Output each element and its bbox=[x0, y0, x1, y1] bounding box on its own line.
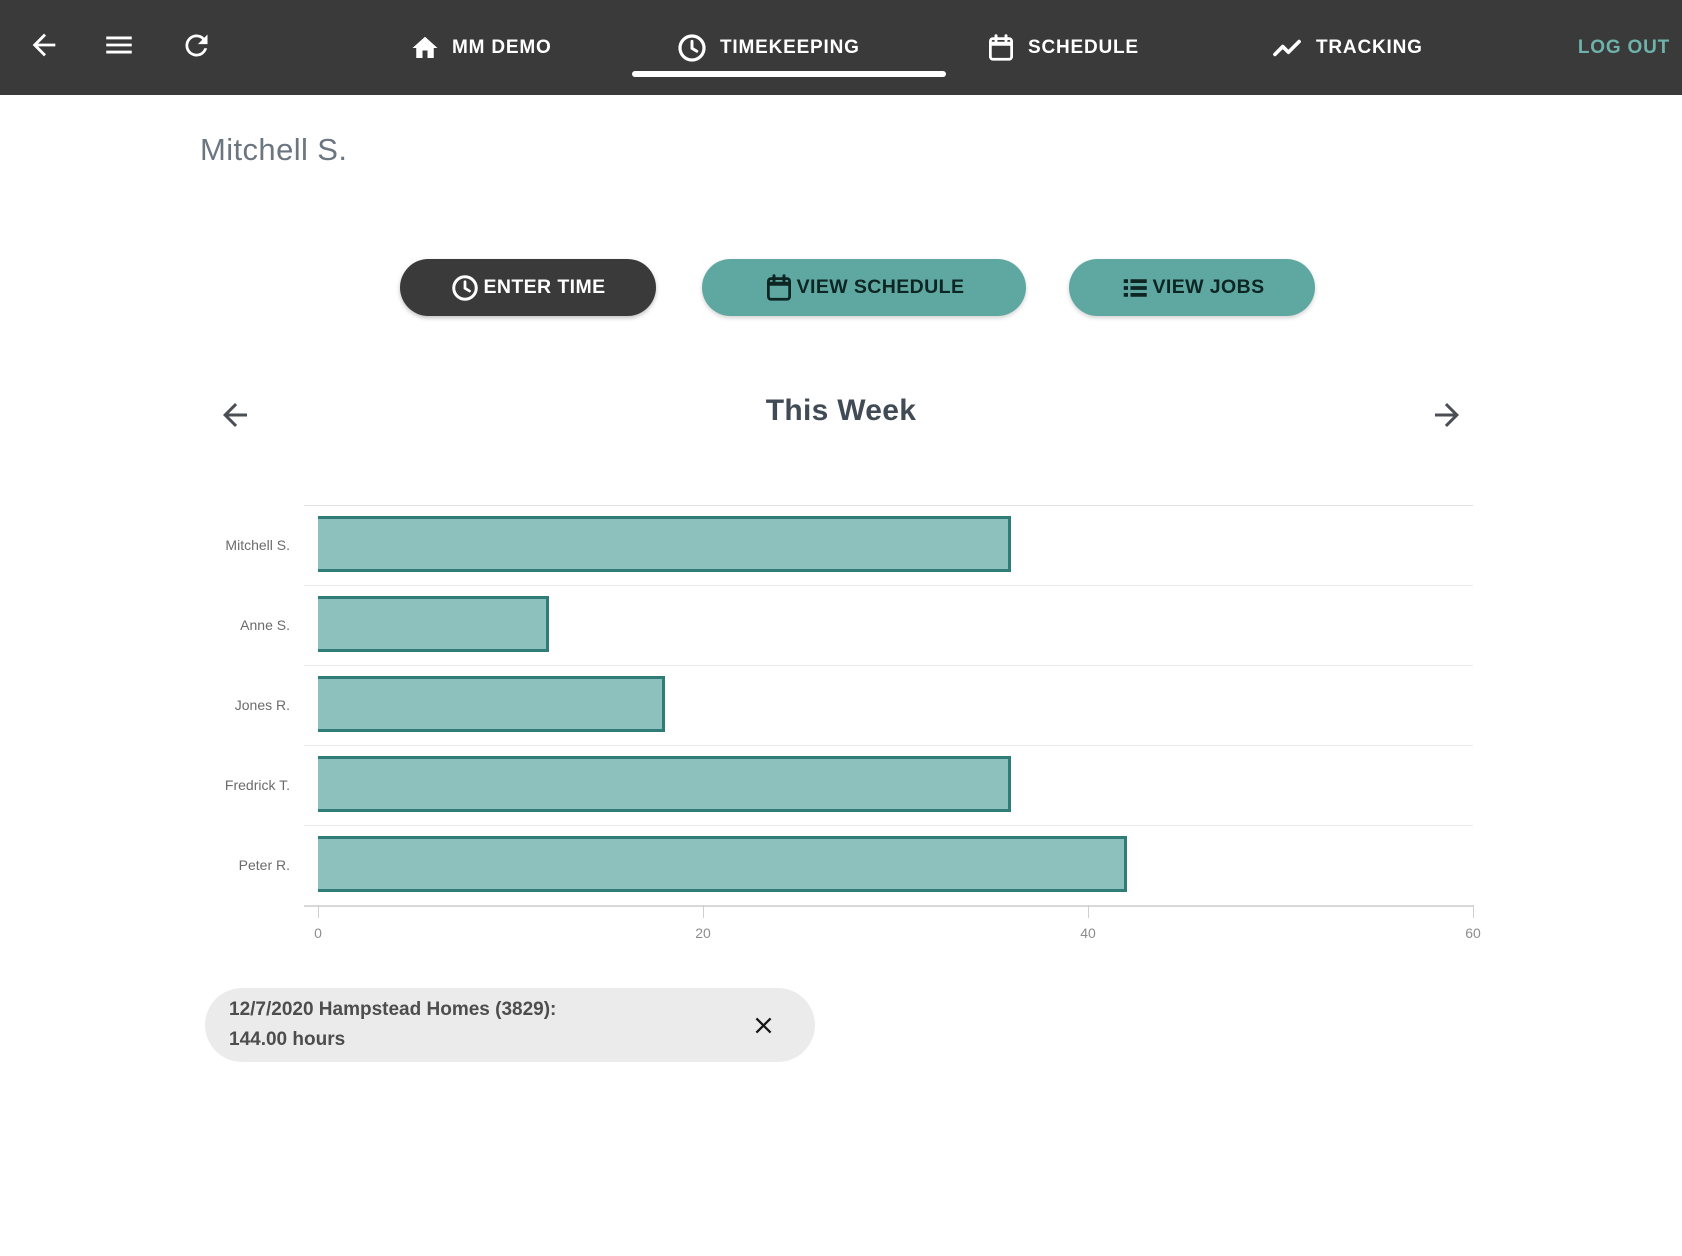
logout-button[interactable]: LOG OUT bbox=[1578, 0, 1670, 95]
nav-item-schedule[interactable]: SCHEDULE bbox=[986, 0, 1139, 95]
calendar-icon bbox=[764, 273, 794, 303]
refresh-button[interactable] bbox=[177, 26, 215, 64]
list-icon bbox=[1120, 273, 1150, 303]
previous-week-button[interactable] bbox=[216, 396, 254, 434]
gridline bbox=[304, 665, 1473, 666]
gridline bbox=[304, 745, 1473, 746]
right-arrow-icon bbox=[1429, 397, 1465, 433]
y-axis-label: Fredrick T. bbox=[224, 777, 290, 793]
x-axis-tick bbox=[318, 905, 319, 918]
left-arrow-icon bbox=[217, 397, 253, 433]
hours-bar-chart: Mitchell S. Anne S. Jones R. Fredrick T. Pet… bbox=[225, 505, 1481, 941]
job-hours-snackbar: 12/7/2020 Hampstead Homes (3829): 144.00… bbox=[205, 988, 815, 1062]
x-axis-tick-label: 0 bbox=[314, 925, 322, 941]
snackbar-close-button[interactable] bbox=[750, 1012, 777, 1039]
close-icon bbox=[750, 1012, 777, 1039]
back-button[interactable] bbox=[25, 26, 63, 64]
refresh-icon bbox=[180, 29, 213, 62]
button-label: ENTER TIME bbox=[483, 276, 606, 298]
enter-time-button[interactable]: ENTER TIME bbox=[400, 259, 656, 316]
menu-button[interactable] bbox=[100, 26, 138, 64]
gridline bbox=[304, 585, 1473, 586]
top-navbar: MM DEMO TIMEKEEPING SCHEDULE TRACKING LO… bbox=[0, 0, 1682, 95]
trending-icon bbox=[1270, 31, 1304, 65]
gridline bbox=[304, 505, 1473, 506]
y-axis-label: Mitchell S. bbox=[225, 537, 290, 553]
bar-fredrick-t[interactable] bbox=[318, 756, 1011, 812]
bar-mitchell-s[interactable] bbox=[318, 516, 1011, 572]
nav-item-tracking[interactable]: TRACKING bbox=[1270, 0, 1423, 95]
bar-peter-r[interactable] bbox=[318, 836, 1127, 892]
hamburger-icon bbox=[102, 28, 136, 62]
button-label: VIEW SCHEDULE bbox=[796, 276, 965, 298]
calendar-icon bbox=[986, 33, 1016, 63]
nav-label: TRACKING bbox=[1316, 36, 1423, 58]
gridline bbox=[304, 825, 1473, 826]
x-axis-tick bbox=[1473, 905, 1474, 918]
back-arrow-icon bbox=[27, 28, 61, 62]
page-title: Mitchell S. bbox=[200, 132, 348, 167]
x-axis-tick-label: 60 bbox=[1465, 925, 1481, 941]
view-schedule-button[interactable]: VIEW SCHEDULE bbox=[702, 259, 1026, 316]
nav-label: TIMEKEEPING bbox=[720, 36, 860, 58]
button-label: VIEW JOBS bbox=[1152, 276, 1265, 298]
nav-item-mm-demo[interactable]: MM DEMO bbox=[410, 0, 552, 95]
week-range-title: This Week bbox=[765, 394, 917, 427]
view-jobs-button[interactable]: VIEW JOBS bbox=[1069, 259, 1315, 316]
snackbar-text: 12/7/2020 Hampstead Homes (3829): 144.00… bbox=[205, 995, 556, 1055]
y-axis-label: Anne S. bbox=[240, 617, 290, 633]
x-axis-tick-label: 20 bbox=[695, 925, 711, 941]
x-axis-tick bbox=[703, 905, 704, 918]
bar-anne-s[interactable] bbox=[318, 596, 549, 652]
clock-icon bbox=[676, 32, 708, 64]
active-tab-indicator bbox=[632, 71, 946, 77]
x-axis-tick-label: 40 bbox=[1080, 925, 1096, 941]
nav-label: MM DEMO bbox=[452, 36, 552, 58]
logout-label: LOG OUT bbox=[1577, 36, 1670, 58]
x-axis-line bbox=[304, 905, 1473, 907]
y-axis-label: Jones R. bbox=[234, 697, 290, 713]
snackbar-line1: 12/7/2020 Hampstead Homes (3829): bbox=[229, 999, 557, 1020]
snackbar-line2: 144.00 hours bbox=[229, 1029, 346, 1050]
nav-label: SCHEDULE bbox=[1028, 36, 1139, 58]
y-axis-label: Peter R. bbox=[238, 857, 290, 873]
clock-icon bbox=[450, 273, 480, 303]
next-week-button[interactable] bbox=[1428, 396, 1466, 434]
x-axis-tick bbox=[1088, 905, 1089, 918]
home-icon bbox=[410, 33, 440, 63]
nav-item-timekeeping[interactable]: TIMEKEEPING bbox=[676, 0, 860, 95]
bar-jones-r[interactable] bbox=[318, 676, 665, 732]
